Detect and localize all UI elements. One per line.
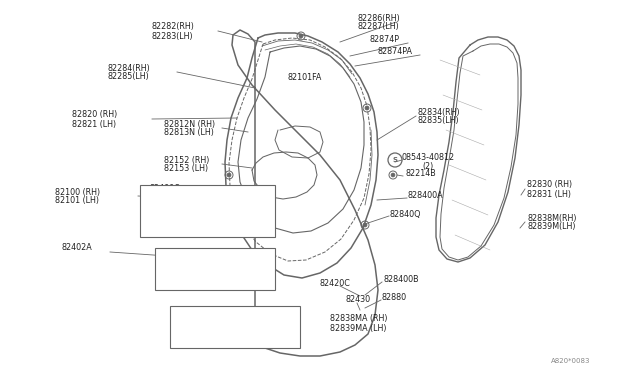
Text: 82834(RH): 82834(RH) [418,108,461,116]
Circle shape [218,276,221,279]
Text: A820*0083: A820*0083 [550,358,590,364]
Text: 82101 (LH): 82101 (LH) [55,196,99,205]
Text: 82100 (RH): 82100 (RH) [55,187,100,196]
Text: 08543-40812: 08543-40812 [402,154,455,163]
Text: 82820 (RH): 82820 (RH) [72,110,117,119]
Text: 82284(RH): 82284(RH) [108,64,151,73]
Text: 82400A: 82400A [178,311,209,321]
Text: 82285(LH): 82285(LH) [108,73,150,81]
Text: S: S [392,157,397,163]
Bar [155,248,275,290]
Circle shape [210,226,214,230]
Circle shape [223,318,227,321]
Circle shape [237,328,239,331]
Text: 82214B: 82214B [405,170,436,179]
Text: 82813N (LH): 82813N (LH) [164,128,214,138]
Text: 82286(RH): 82286(RH) [358,13,401,22]
Circle shape [391,173,395,177]
Text: 82838M(RH): 82838M(RH) [527,214,577,222]
Text: 82152 (RH): 82152 (RH) [164,155,209,164]
Circle shape [365,106,369,110]
Text: 82880: 82880 [382,294,407,302]
Text: 82812N (RH): 82812N (RH) [164,119,215,128]
Text: 82830 (RH): 82830 (RH) [527,180,572,189]
Circle shape [269,255,273,259]
Text: 82821 (LH): 82821 (LH) [72,119,116,128]
Circle shape [205,266,207,269]
Text: 82440N(LH): 82440N(LH) [168,267,216,276]
Text: 82400AA: 82400AA [144,196,180,205]
Text: 824000A: 824000A [224,317,260,327]
Text: 828400B: 828400B [383,276,419,285]
Text: (4): (4) [172,219,183,228]
Text: 828400A: 828400A [408,192,444,201]
Text: 82838MA (RH): 82838MA (RH) [330,314,387,323]
Text: N: N [162,217,168,223]
Text: 82840Q: 82840Q [390,209,422,218]
Circle shape [299,34,303,38]
Text: 82874P: 82874P [370,35,400,45]
Text: 82839MA (LH): 82839MA (LH) [330,324,387,333]
Circle shape [204,327,207,330]
Text: 82287(LH): 82287(LH) [358,22,400,32]
Text: 82440M(RH): 82440M(RH) [168,257,218,266]
Text: (2): (2) [422,163,433,171]
Bar [140,185,275,237]
Text: 82400Q: 82400Q [150,183,182,192]
Text: 82420C: 82420C [320,279,351,288]
Text: 82402A: 82402A [62,244,93,253]
Text: 82835(LH): 82835(LH) [418,116,460,125]
Circle shape [216,213,220,217]
Text: 82282(RH): 82282(RH) [152,22,195,32]
Text: 82831 (LH): 82831 (LH) [527,189,571,199]
Text: 82283(LH): 82283(LH) [152,32,194,41]
Bar [170,306,300,348]
Text: 82430: 82430 [345,295,370,305]
Text: 82153 (LH): 82153 (LH) [164,164,208,173]
Circle shape [198,203,202,207]
Circle shape [227,173,231,177]
Text: 82839M(LH): 82839M(LH) [527,222,575,231]
Text: N08911-6081H: N08911-6081H [145,209,205,218]
Circle shape [363,223,367,227]
Text: 82874PA: 82874PA [377,48,412,57]
Text: 82400AA: 82400AA [178,324,214,333]
Text: 82101FA: 82101FA [288,74,323,83]
